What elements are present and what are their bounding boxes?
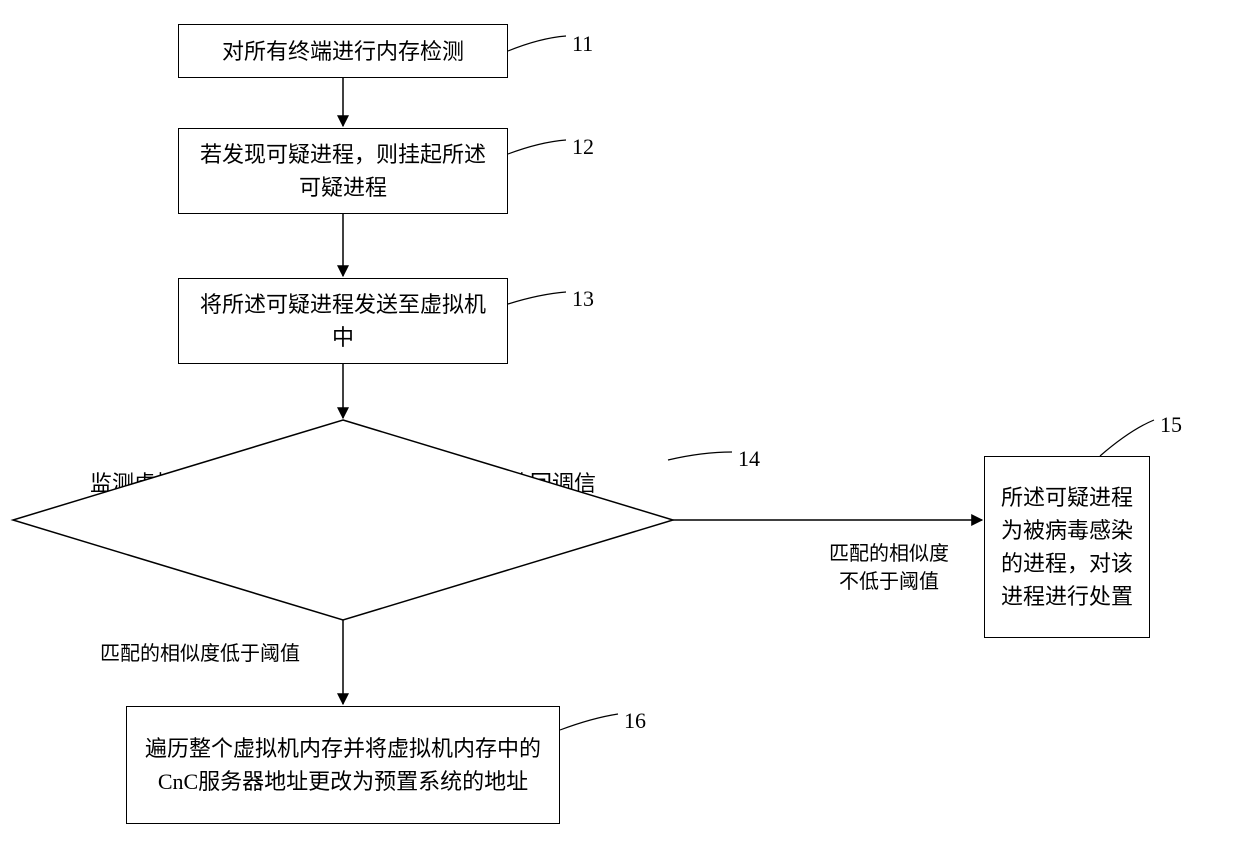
- step-15-text: 所述可疑进程为被病毒感染的进程，对该进程进行处置: [995, 481, 1139, 613]
- step-16-num: 16: [624, 710, 646, 732]
- step-15-box: 所述可疑进程为被病毒感染的进程，对该进程进行处置: [984, 456, 1150, 638]
- step-14-text: 监测虚拟机中可疑进程发送的数据包及接收的回调信息数据包，进行分析，与预定的攻击模…: [90, 471, 596, 566]
- step-14-text-container: 监测虚拟机中可疑进程发送的数据包及接收的回调信息数据包，进行分析，与预定的攻击模…: [82, 466, 604, 572]
- step-11-num: 11: [572, 33, 593, 55]
- leader-11: [508, 36, 566, 51]
- step-11-box: 对所有终端进行内存检测: [178, 24, 508, 78]
- leader-13: [508, 292, 566, 304]
- step-16-text: 遍历整个虚拟机内存并将虚拟机内存中的CnC服务器地址更改为预置系统的地址: [141, 732, 545, 798]
- step-12-box: 若发现可疑进程，则挂起所述可疑进程: [178, 128, 508, 214]
- step-12-num: 12: [572, 136, 594, 158]
- leader-15: [1100, 420, 1154, 456]
- edge-14-15-label: 匹配的相似度不低于阈值: [824, 540, 954, 596]
- step-16-box: 遍历整个虚拟机内存并将虚拟机内存中的CnC服务器地址更改为预置系统的地址: [126, 706, 560, 824]
- leader-12: [508, 140, 566, 154]
- step-13-box: 将所述可疑进程发送至虚拟机中: [178, 278, 508, 364]
- step-12-text: 若发现可疑进程，则挂起所述可疑进程: [193, 138, 493, 204]
- leader-14: [668, 452, 732, 460]
- step-13-text: 将所述可疑进程发送至虚拟机中: [193, 288, 493, 354]
- edge-14-16-label: 匹配的相似度低于阈值: [100, 640, 340, 668]
- step-14-num: 14: [738, 448, 760, 470]
- step-13-num: 13: [572, 288, 594, 310]
- leader-16: [560, 714, 618, 730]
- step-11-text: 对所有终端进行内存检测: [222, 35, 464, 68]
- step-15-num: 15: [1160, 414, 1182, 436]
